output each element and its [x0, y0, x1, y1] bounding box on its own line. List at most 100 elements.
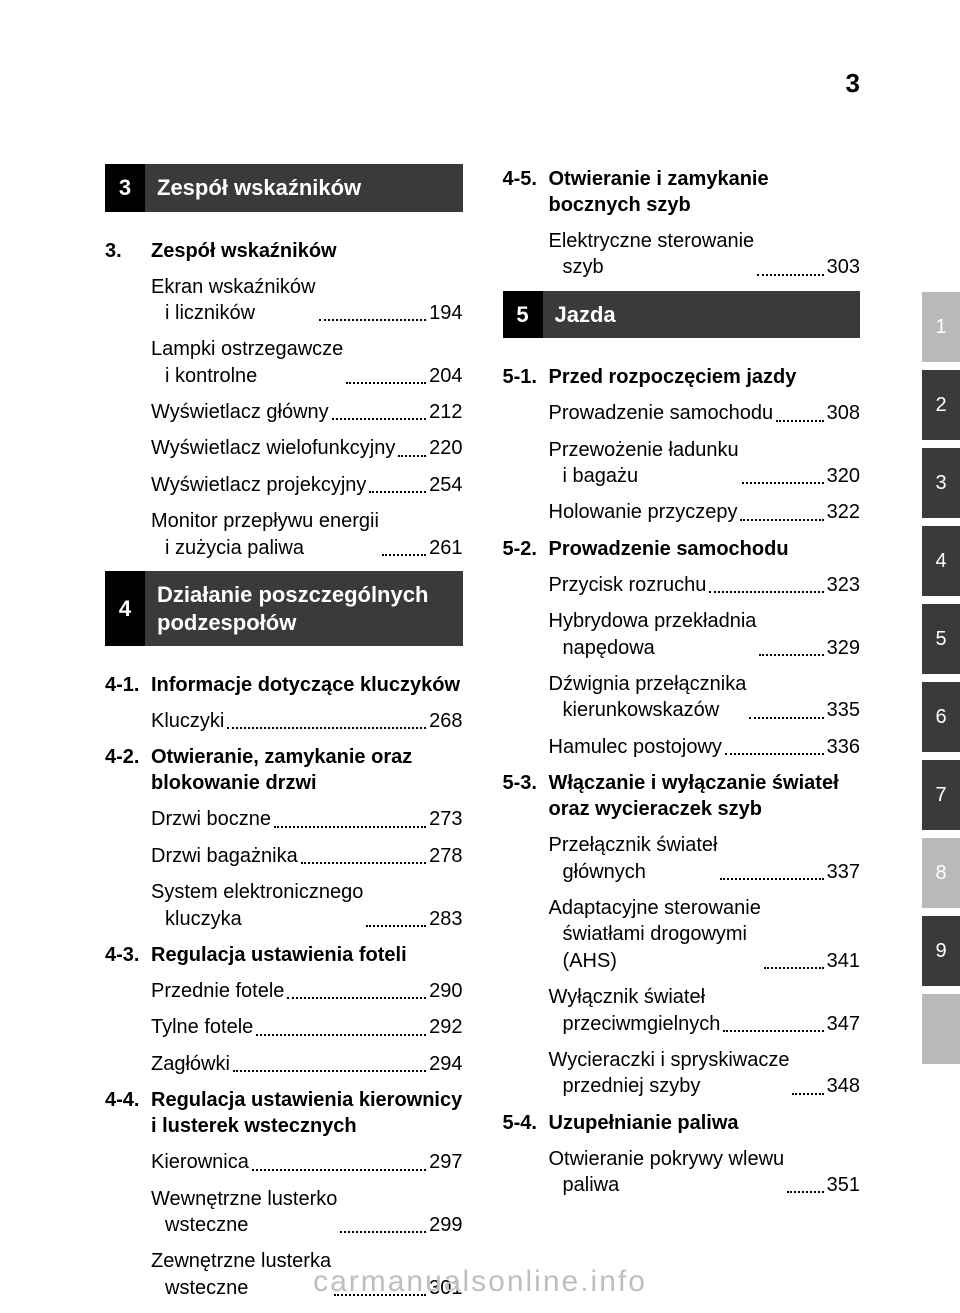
- leader-dots: [340, 1231, 426, 1233]
- leader-dots: [742, 482, 824, 484]
- toc-entry: Holowanie przyczepy322: [549, 499, 861, 525]
- toc-section-number: 5-4.: [503, 1110, 549, 1136]
- leader-dots: [369, 491, 426, 493]
- toc-chapter-number: 4: [105, 571, 145, 646]
- toc-entry-page: 299: [429, 1212, 462, 1238]
- toc-entry: Ekran wskaźnikówi liczników194: [151, 274, 463, 327]
- toc-entry: Drzwi bagażnika 278: [151, 843, 463, 869]
- toc-entry-label: Wyświetlacz wielofunkcyjny: [151, 435, 395, 461]
- toc-entry-label: Otwieranie pokrywy wlewupaliwa: [549, 1146, 785, 1199]
- toc-entry-page: 204: [429, 363, 462, 389]
- toc-section-title: Prowadzenie samochodu: [549, 536, 861, 562]
- toc-entry-page: 283: [429, 906, 462, 932]
- side-tab[interactable]: 6: [922, 682, 960, 752]
- toc-chapter-heading: 3Zespół wskaźników: [105, 164, 463, 212]
- leader-dots: [723, 1030, 823, 1032]
- leader-dots: [346, 382, 426, 384]
- toc-section-title: Przed rozpoczęciem jazdy: [549, 364, 861, 390]
- leader-dots: [256, 1034, 426, 1036]
- toc-entry-page: 337: [827, 859, 860, 885]
- toc-entry-page: 290: [429, 978, 462, 1004]
- toc-entry-page: 212: [429, 399, 462, 425]
- toc-entry: Elektryczne sterowanieszyb303: [549, 228, 861, 281]
- leader-dots: [274, 826, 426, 828]
- leader-dots: [332, 418, 426, 420]
- toc-entry: Lampki ostrzegawczei kontrolne 204: [151, 336, 463, 389]
- toc-section-number: 4-1.: [105, 672, 151, 698]
- side-tab[interactable]: 3: [922, 448, 960, 518]
- toc-section-title: Regulacja ustawienia kierownicy i luster…: [151, 1087, 463, 1139]
- toc-entry-page: 323: [827, 572, 860, 598]
- toc-entry-label: Wyświetlacz główny: [151, 399, 329, 425]
- leader-dots: [757, 274, 823, 276]
- toc-entry-label: Kierownica: [151, 1149, 249, 1175]
- toc-entry: Przednie fotele290: [151, 978, 463, 1004]
- toc-chapter-heading: 4Działanie poszczególnych podzespołów: [105, 571, 463, 646]
- toc-entry-page: 335: [827, 697, 860, 723]
- toc-entry: Drzwi boczne 273: [151, 806, 463, 832]
- toc-section-title: Regulacja ustawienia foteli: [151, 942, 463, 968]
- side-tab[interactable]: 1: [922, 292, 960, 362]
- toc-chapter-title: Jazda: [543, 291, 861, 339]
- toc-entry-label: Dźwignia przełącznikakierunkowskazów: [549, 671, 747, 724]
- leader-dots: [776, 420, 824, 422]
- leader-dots: [749, 717, 823, 719]
- left-column: 3Zespół wskaźników 3.Zespół wskaźników Ekr…: [105, 160, 463, 1311]
- toc-entry-page: 278: [429, 843, 462, 869]
- side-tab[interactable]: 5: [922, 604, 960, 674]
- toc-entry-label: Przełącznik światełgłównych: [549, 832, 718, 885]
- toc-entry-label: Lampki ostrzegawczei kontrolne: [151, 336, 343, 389]
- side-tab[interactable]: 8: [922, 838, 960, 908]
- side-tab[interactable]: [922, 994, 960, 1064]
- toc-entry: Zagłówki294: [151, 1051, 463, 1077]
- toc-entry-label: Adaptacyjne sterowanieświatłami drogowym…: [549, 895, 761, 974]
- leader-dots: [725, 753, 824, 755]
- leader-dots: [740, 519, 823, 521]
- toc-entry-label: Monitor przepływu energiii zużycia paliw…: [151, 508, 379, 561]
- side-tab[interactable]: 2: [922, 370, 960, 440]
- toc-entry-label: Elektryczne sterowanieszyb: [549, 228, 755, 281]
- toc-section-heading: 5-4.Uzupełnianie paliwa: [503, 1110, 861, 1136]
- toc-entry: Hybrydowa przekładnianapędowa329: [549, 608, 861, 661]
- toc-entry: Tylne fotele292: [151, 1014, 463, 1040]
- toc-entry: System elektronicznegokluczyka283: [151, 879, 463, 932]
- toc-entry: Przycisk rozruchu323: [549, 572, 861, 598]
- toc-entry: Kierownica 297: [151, 1149, 463, 1175]
- side-tabs: 1 2 3 4 5 6 7 8 9: [922, 292, 960, 1072]
- leader-dots: [787, 1191, 823, 1193]
- side-tab[interactable]: 4: [922, 526, 960, 596]
- toc-chapter-number: 3: [105, 164, 145, 212]
- side-tab[interactable]: 7: [922, 760, 960, 830]
- leader-dots: [366, 925, 426, 927]
- toc-section-title: Otwieranie, zamykanie oraz blokowanie dr…: [151, 744, 463, 796]
- toc-entry-page: 273: [429, 806, 462, 832]
- toc-entry-page: 297: [429, 1149, 462, 1175]
- toc-entry: Wyświetlacz główny 212: [151, 399, 463, 425]
- toc-section-number: 4-5.: [503, 166, 549, 218]
- toc-entry: Adaptacyjne sterowanieświatłami drogowym…: [549, 895, 861, 974]
- toc-section-number: 5-1.: [503, 364, 549, 390]
- toc-section-heading: 4-4.Regulacja ustawienia kierownicy i lu…: [105, 1087, 463, 1139]
- page-number: 3: [846, 68, 860, 99]
- toc-section-heading: 5-3.Włączanie i wyłączanie świateł oraz …: [503, 770, 861, 822]
- toc-entry-page: 254: [429, 472, 462, 498]
- toc-entry-label: Wyłącznik światełprzeciwmgielnych: [549, 984, 721, 1037]
- toc-section-title: Informacje dotyczące kluczyków: [151, 672, 463, 698]
- toc-section-heading: 4-5.Otwieranie i zamykanie bocznych szyb: [503, 166, 861, 218]
- toc-entry-page: 292: [429, 1014, 462, 1040]
- side-tab[interactable]: 9: [922, 916, 960, 986]
- toc-entry: Wyświetlacz projekcyjny254: [151, 472, 463, 498]
- toc-section-number: 4-4.: [105, 1087, 151, 1139]
- leader-dots: [301, 862, 426, 864]
- leader-dots: [792, 1093, 823, 1095]
- leader-dots: [759, 654, 823, 656]
- toc-entry: Hamulec postojowy336: [549, 734, 861, 760]
- toc-section-heading: 3.Zespół wskaźników: [105, 238, 463, 264]
- toc-entry-label: Drzwi bagażnika: [151, 843, 298, 869]
- toc-entry-label: Kluczyki: [151, 708, 224, 734]
- toc-entry: Wycieraczki i spryskiwaczeprzedniej szyb…: [549, 1047, 861, 1100]
- toc-entry-label: Wycieraczki i spryskiwaczeprzedniej szyb…: [549, 1047, 790, 1100]
- toc-chapter-title: Zespół wskaźników: [145, 164, 463, 212]
- toc-chapter-number: 5: [503, 291, 543, 339]
- toc-entry-label: Drzwi boczne: [151, 806, 271, 832]
